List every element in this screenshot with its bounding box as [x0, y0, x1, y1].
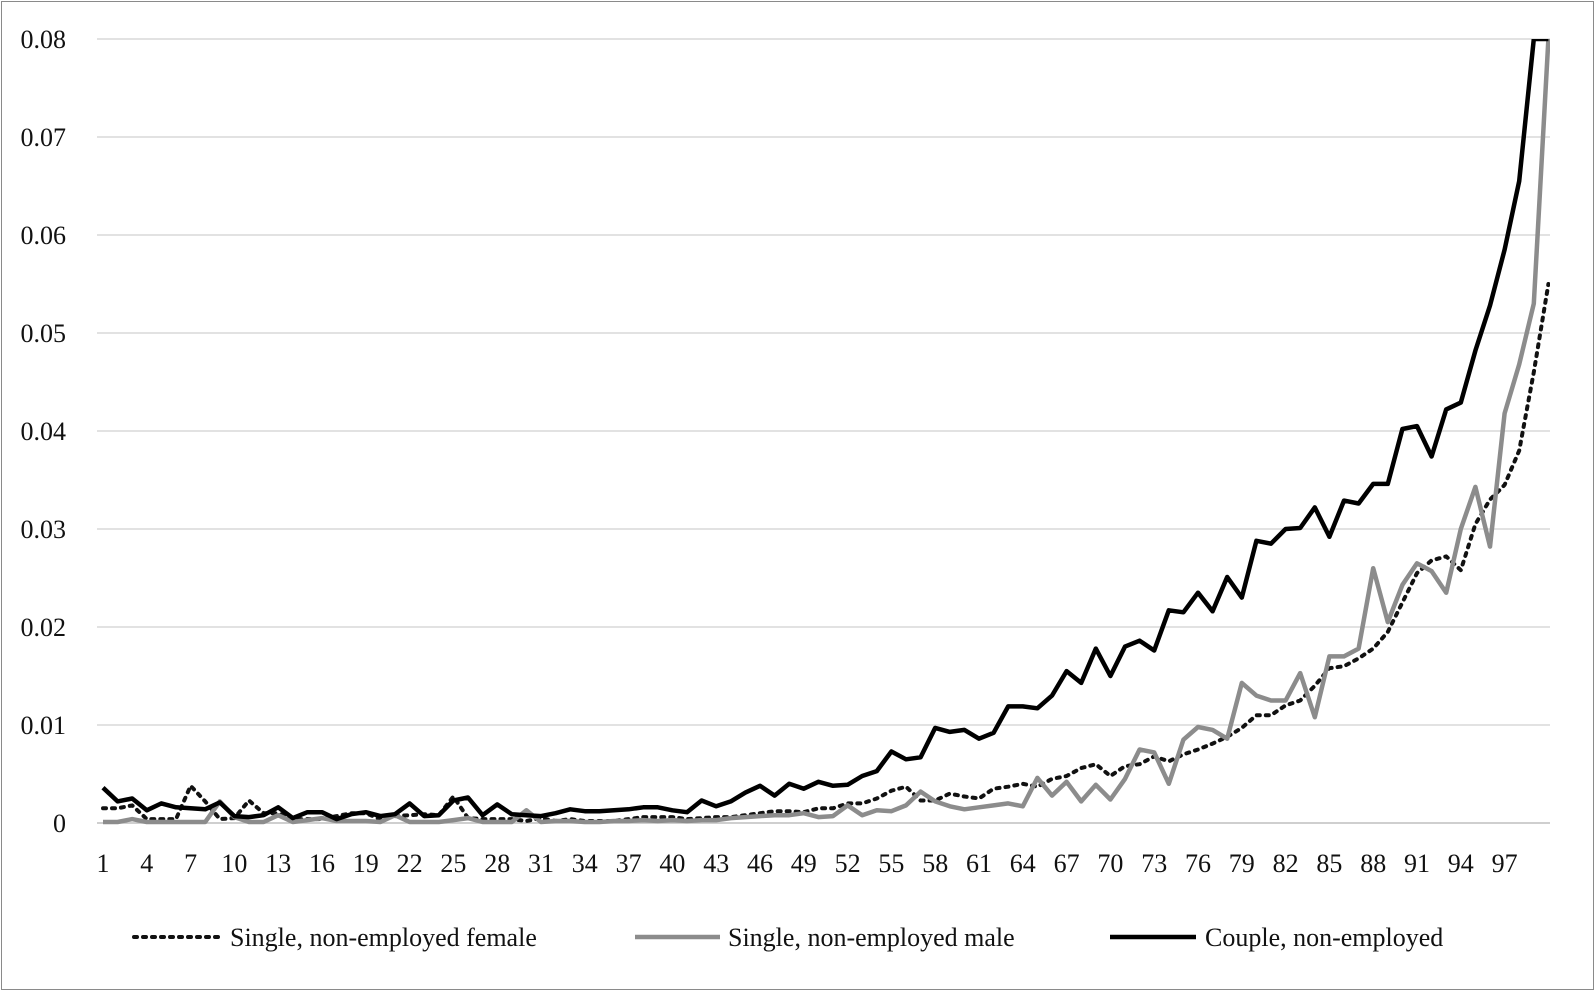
legend-label-2: Single, non-employed male [728, 923, 1015, 952]
x-tick-label: 58 [922, 849, 948, 878]
series-line-3 [101, 39, 1549, 822]
x-tick-label: 4 [140, 849, 153, 878]
x-tick-label: 22 [397, 849, 423, 878]
x-tick-label: 88 [1360, 849, 1386, 878]
x-tick-label: 13 [265, 849, 291, 878]
y-tick-label: 0 [53, 809, 66, 838]
x-tick-label: 52 [835, 849, 861, 878]
x-tick-label: 91 [1404, 849, 1430, 878]
y-tick-label: 0.03 [21, 515, 67, 544]
series-lines [101, 39, 1550, 825]
series-line-2 [103, 39, 1550, 825]
x-tick-label: 1 [97, 849, 110, 878]
y-tick-label: 0.02 [21, 613, 67, 642]
series-line-1 [101, 282, 1550, 823]
x-tick-label: 70 [1097, 849, 1123, 878]
x-tick-label: 40 [659, 849, 685, 878]
x-tick-label: 25 [440, 849, 466, 878]
y-tick-label: 0.08 [21, 25, 67, 54]
x-tick-label: 16 [309, 849, 335, 878]
x-tick-label: 31 [528, 849, 554, 878]
y-tick-label: 0.06 [21, 221, 67, 250]
gridlines [97, 38, 1550, 824]
y-tick-label: 0.04 [21, 417, 67, 446]
x-tick-label: 61 [966, 849, 992, 878]
legend-label-1: Single, non-employed female [230, 923, 537, 952]
x-tick-label: 55 [878, 849, 904, 878]
legend: Single, non-employed female Single, non-e… [132, 923, 1443, 952]
x-tick-label: 34 [572, 849, 598, 878]
x-tick-label: 73 [1141, 849, 1167, 878]
x-tick-label: 7 [184, 849, 197, 878]
y-tick-label: 0.07 [21, 123, 67, 152]
x-tick-label: 79 [1229, 849, 1255, 878]
y-tick-label: 0.05 [21, 319, 67, 348]
x-tick-label: 82 [1273, 849, 1299, 878]
x-tick-label: 76 [1185, 849, 1211, 878]
legend-label-3: Couple, non-employed [1205, 923, 1443, 952]
x-axis-tick-labels: 1 4 7 10 13 16 19 22 25 28 31 34 37 40 43 46 49 52 55 58 61 6… [97, 849, 1518, 878]
x-tick-label: 97 [1492, 849, 1518, 878]
y-axis-tick-labels: 0 0.01 0.02 0.03 0.04 0.05 0.06 0.07 0.08 [21, 25, 67, 838]
x-tick-label: 28 [484, 849, 510, 878]
x-tick-label: 94 [1448, 849, 1474, 878]
x-tick-label: 46 [747, 849, 773, 878]
x-tick-label: 49 [791, 849, 817, 878]
x-tick-label: 10 [221, 849, 247, 878]
y-tick-label: 0.01 [21, 711, 67, 740]
x-tick-label: 64 [1010, 849, 1036, 878]
x-tick-label: 85 [1316, 849, 1342, 878]
x-tick-label: 43 [703, 849, 729, 878]
x-tick-label: 37 [616, 849, 642, 878]
x-tick-label: 67 [1054, 849, 1080, 878]
x-tick-label: 19 [353, 849, 379, 878]
